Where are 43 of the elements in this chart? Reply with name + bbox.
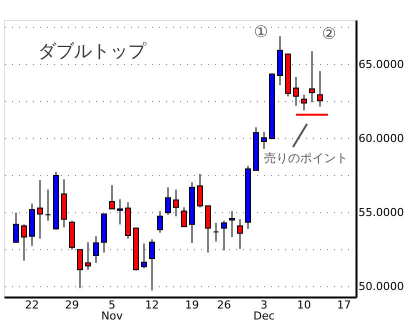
x-tick-label: 26 <box>217 298 231 312</box>
candlestick <box>205 205 211 254</box>
x-tick-label: 19 <box>185 298 199 312</box>
candlestick <box>37 179 43 239</box>
x-tick-label: 10 <box>297 298 311 312</box>
y-tick-label: 55.0000 <box>358 206 404 220</box>
candlestick <box>109 184 115 210</box>
y-tick-label: 50.0000 <box>358 280 404 294</box>
candlestick <box>301 94 307 111</box>
candlestick <box>157 210 163 234</box>
candlestick <box>117 198 123 225</box>
candlestick <box>77 249 83 289</box>
candlestick <box>197 174 203 208</box>
candlestick <box>229 210 235 238</box>
x-tick-label: 12 <box>145 298 159 312</box>
y-tick-label: 65.0000 <box>358 58 404 71</box>
candlestick <box>173 189 179 217</box>
candlestick <box>181 206 187 228</box>
candlestick <box>213 222 219 242</box>
candlestick <box>141 243 147 269</box>
x-tick-label: 22 <box>25 298 39 312</box>
candlestick <box>317 70 323 108</box>
x-tick-label: 17 <box>337 298 351 312</box>
candlestick <box>93 236 99 264</box>
x-tick-label: 5 Nov <box>101 298 124 322</box>
candlestick <box>13 212 19 244</box>
x-tick-label: 29 <box>65 298 79 312</box>
candlestick <box>85 242 91 270</box>
x-tick-label: 3 Dec <box>253 298 275 322</box>
candlestick <box>45 189 51 222</box>
annotation: ダブルトップ <box>38 41 147 62</box>
candlestick <box>237 218 243 250</box>
candlestick <box>21 224 27 262</box>
candlestick <box>309 50 315 103</box>
candlestick <box>293 76 299 106</box>
candlestick <box>165 186 171 216</box>
annotation: ① <box>254 22 268 41</box>
candlestick <box>149 238 155 291</box>
candlestick <box>261 131 267 150</box>
candlestick <box>221 220 227 251</box>
annotation: 売りのポイント <box>264 151 348 165</box>
y-tick-label: 60.0000 <box>358 132 404 146</box>
annotation: ② <box>322 24 336 43</box>
